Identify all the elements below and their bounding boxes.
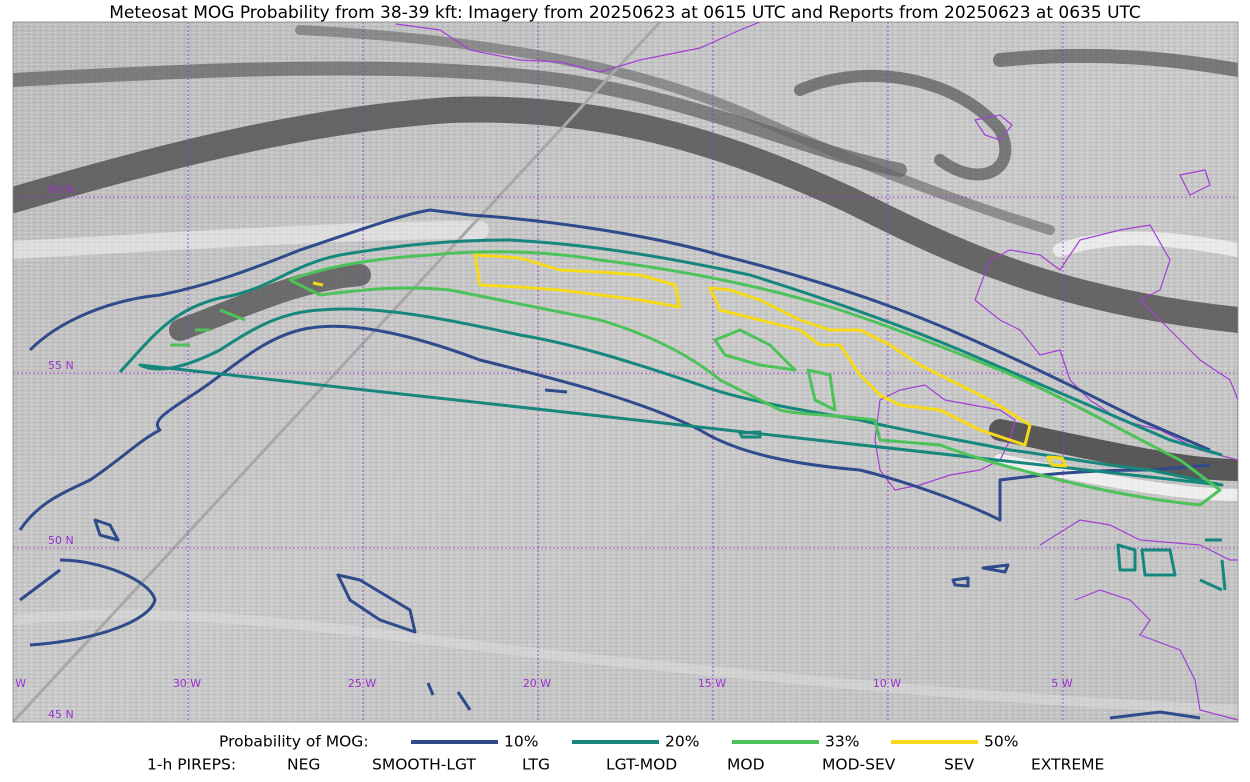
legend-label: 10%	[504, 733, 538, 751]
contour	[288, 250, 1222, 507]
pirep-label: EXTREME	[1031, 756, 1104, 774]
contour	[18, 208, 1211, 531]
contour	[1116, 538, 1227, 592]
legend-label: 50%	[984, 733, 1018, 751]
cloud-bands	[13, 25, 1238, 715]
longitude-label: 5 W	[1051, 677, 1072, 690]
map-frame	[12, 21, 1239, 723]
pirep-label: MOD	[727, 756, 765, 774]
longitude-label: 35 W	[0, 677, 26, 690]
legend-title: Probability of MOG:	[219, 733, 369, 751]
satellite-track	[13, 22, 662, 722]
latitude-label: 60 N	[48, 183, 74, 196]
contour	[713, 328, 837, 412]
contour	[93, 518, 120, 542]
contour	[312, 281, 1068, 468]
latitude-label: 45 N	[48, 708, 74, 721]
axis-labels: 60 N 55 N 50 N 45 N 35 W 30 W 25 W 20 W 15 W 10 W…	[0, 183, 1073, 721]
longitude-label: 20 W	[523, 677, 551, 690]
contour	[544, 388, 1010, 588]
longitude-label: 10 W	[873, 677, 901, 690]
pirep-label: MOD-SEV	[822, 756, 896, 774]
contour	[19, 558, 157, 647]
pirep-label: LGT-MOD	[606, 756, 677, 774]
probability-contours	[18, 208, 1227, 720]
legend-label: 33%	[825, 733, 859, 751]
contour	[426, 682, 1201, 720]
longitude-label: 30 W	[173, 677, 201, 690]
contour	[170, 308, 246, 347]
pirep-label: NEG	[287, 756, 320, 774]
pirep-label: SEV	[944, 756, 975, 774]
longitude-label: 15 W	[698, 677, 726, 690]
contour	[708, 286, 1032, 447]
legend-label: 20%	[665, 733, 699, 751]
map: 60 N 55 N 50 N 45 N 35 W 30 W 25 W 20 W 15 W 10 W…	[0, 22, 1238, 722]
contour	[336, 573, 417, 634]
legend: Probability of MOG: 10% 20% 33% 50% 1-h PIREP…	[147, 733, 1104, 774]
contour	[118, 238, 1224, 487]
latitude-label: 50 N	[48, 534, 74, 547]
latitude-label: 55 N	[48, 359, 74, 372]
contour	[738, 430, 762, 439]
pirep-label: LTG	[522, 756, 550, 774]
title: Meteosat MOG Probability from 38-39 kft:…	[109, 3, 1141, 23]
legend-title: 1-h PIREPS:	[147, 756, 236, 774]
pirep-label: SMOOTH-LGT	[372, 756, 476, 774]
contour	[473, 253, 682, 309]
longitude-label: 25 W	[348, 677, 376, 690]
